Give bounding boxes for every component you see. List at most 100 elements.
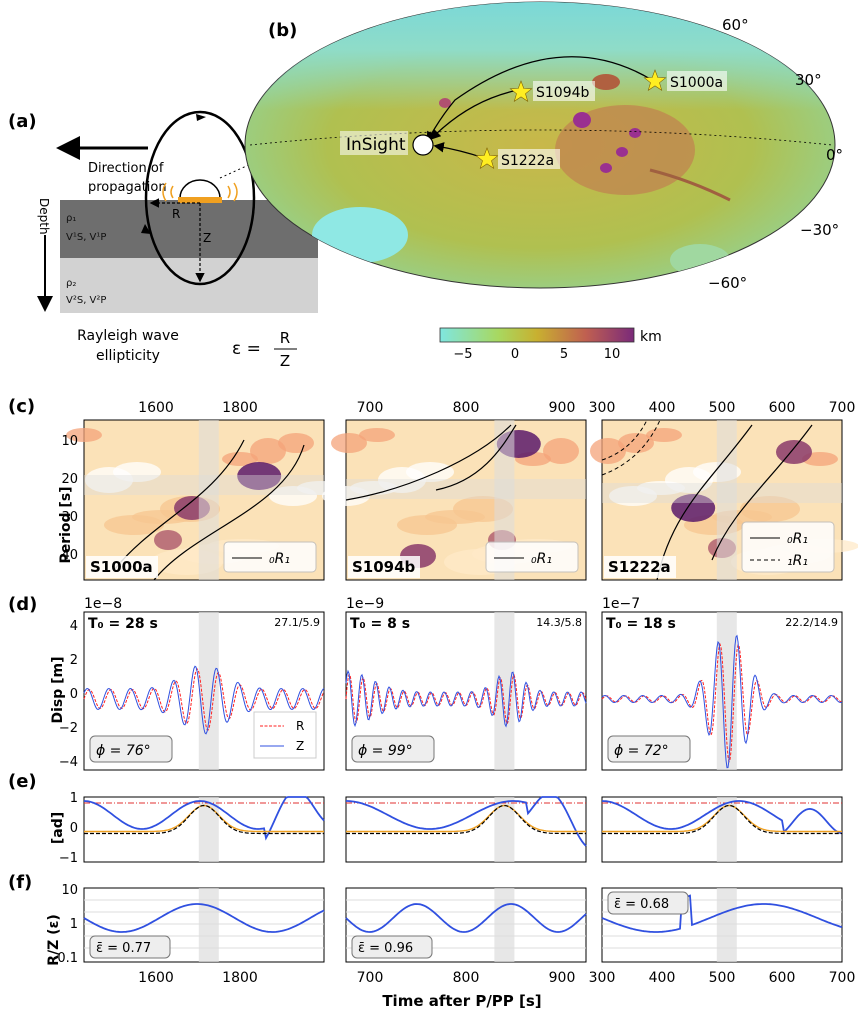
panel-label-b: (b) — [268, 20, 297, 41]
ylabel-e: [ad] — [50, 812, 66, 844]
ad-blue-curve — [83, 796, 325, 841]
olympus-mons — [573, 112, 591, 128]
orbit-arrow-top — [196, 114, 206, 121]
colorbar-tick-5: 5 — [560, 347, 568, 362]
spectrogram-blob — [66, 428, 102, 442]
event-label-box — [86, 556, 158, 578]
legend-label-0R1: ₀R₁ — [787, 531, 808, 547]
event-label-box — [348, 556, 420, 578]
spectrogram-peak — [237, 462, 282, 490]
bottom-xtick: 1600 — [138, 970, 174, 986]
spectrogram-peak — [154, 530, 182, 550]
time-highlight-band — [494, 612, 515, 770]
event-label-box — [604, 556, 676, 578]
legend-label-0R1: ₀R₁ — [269, 551, 290, 567]
colorbar-tick-10: 10 — [604, 347, 621, 362]
panel-label-a: (a) — [8, 111, 37, 132]
column-s1094b: 700 800 900 ₀R₁ S1094b 1e−9 T₀ = 8 s 14.3/5.8 ϕ… — [322, 400, 587, 986]
lat-m60: −60° — [708, 274, 747, 292]
time-highlight-band — [716, 888, 737, 962]
dispersion-curve-0R1 — [113, 439, 245, 571]
period-t0-label: T₀ = 18 s — [606, 616, 676, 632]
spectrogram-blob — [609, 486, 657, 506]
top-xtick: 1600 — [138, 400, 174, 416]
top-xtick: 700 — [357, 400, 384, 416]
time-highlight-band — [198, 797, 219, 862]
mean-ellipticity-box — [607, 891, 689, 915]
z-label: Z — [203, 231, 211, 245]
depth-label: Depth — [37, 198, 51, 235]
seismometer-icon — [179, 179, 221, 199]
rz-curve — [83, 903, 325, 933]
panel-label-e: (e) — [8, 771, 37, 792]
spectrogram-blob — [359, 428, 395, 442]
top-xtick: 300 — [589, 400, 616, 416]
valles-marineris — [649, 168, 731, 202]
elysium-mons — [439, 98, 451, 108]
top-xtick: 700 — [829, 400, 856, 416]
legend-box — [223, 541, 317, 573]
mean-ellipticity-box — [351, 935, 433, 959]
orbit-arrow-left — [141, 224, 151, 234]
bottom-xtick: 1800 — [222, 970, 258, 986]
lat-m30: −30° — [800, 221, 839, 239]
ylabel-f: R/Z (ε) — [46, 914, 62, 966]
ad-tick: 1 — [70, 791, 78, 806]
snr-ratio: 27.1/5.9 — [274, 616, 320, 629]
mars-map: 60° 30° 0° −30° −60° InSight S1000a S109… — [244, 1, 843, 362]
mean-ellipticity-label: ε̄ = 0.96 — [358, 941, 413, 956]
insight-station-icon — [412, 134, 434, 156]
dispersion-curve-0R1 — [711, 424, 813, 561]
top-xtick: 600 — [769, 400, 796, 416]
spectrogram-blob — [250, 438, 286, 464]
event-star-s1094b-icon — [509, 80, 533, 102]
bottom-xtick: 300 — [589, 970, 616, 986]
direction-line2: propagation — [88, 180, 167, 195]
lat-0: 0° — [826, 146, 843, 164]
disp-tick: 2 — [70, 653, 78, 668]
dispersion-curve-1R1 — [601, 419, 648, 461]
period-highlight-band — [602, 483, 842, 503]
layer1-velocities: V¹S, V¹P — [66, 232, 106, 243]
formula-denominator: Z — [280, 352, 290, 370]
path-s1094b — [430, 89, 519, 140]
top-xtick: 900 — [549, 400, 576, 416]
waveform-scale: 1e−8 — [84, 596, 122, 612]
legend-label-1R1: ₁R₁ — [787, 553, 808, 569]
mean-ellipticity-label: ε̄ = 0.68 — [614, 897, 669, 912]
azimuth-box — [351, 735, 435, 763]
spectrogram-event-label: S1000a — [90, 558, 153, 576]
event-label-s1094b: S1094b — [536, 85, 590, 101]
period-t0-label: T₀ = 28 s — [88, 616, 158, 632]
spectrogram-blob — [618, 433, 654, 453]
spectrogram-blob — [85, 467, 133, 493]
waveform-scale: 1e−7 — [602, 596, 640, 612]
top-xtick: 500 — [709, 400, 736, 416]
time-highlight-band — [716, 797, 737, 862]
hellas-basin — [312, 207, 408, 263]
spectrogram-blob — [646, 428, 682, 442]
panel-label-d: (d) — [8, 594, 37, 615]
rz-tick: 10 — [61, 883, 78, 898]
period-highlight-band — [84, 475, 324, 495]
legend-box — [485, 541, 579, 573]
layer1-rho: ρ₁ — [66, 213, 76, 224]
spectrogram-event-label: S1094b — [352, 558, 416, 576]
dispersion-curve-1R1 — [601, 419, 661, 476]
disp-tick: 0 — [70, 687, 78, 702]
top-xtick: 400 — [649, 400, 676, 416]
rz-curve — [601, 894, 843, 933]
disp-tick: −2 — [59, 721, 78, 736]
rz-tick: 0.1 — [57, 951, 78, 966]
wind-shield-icon — [162, 182, 238, 202]
volcano-3 — [600, 163, 612, 173]
insight-label: InSight — [346, 135, 406, 155]
ad-blue-curve — [346, 796, 587, 847]
spectrogram-blob — [322, 486, 370, 506]
disp-tick: −4 — [59, 755, 78, 770]
colorbar-unit: km — [640, 329, 662, 345]
bottom-xtick: 900 — [549, 970, 576, 986]
disp-tick: 4 — [70, 619, 78, 634]
